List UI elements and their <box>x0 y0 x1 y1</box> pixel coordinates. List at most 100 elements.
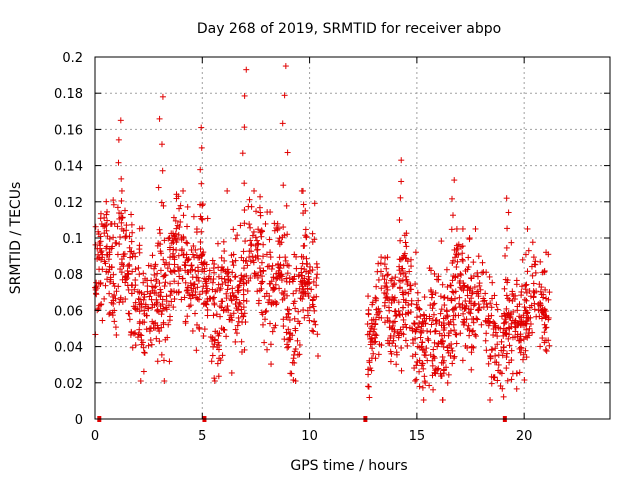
data-point <box>306 268 313 275</box>
data-point <box>97 215 104 222</box>
data-point <box>290 275 297 282</box>
data-point <box>491 292 498 299</box>
data-point <box>468 366 475 373</box>
data-point <box>367 341 374 348</box>
data-point <box>223 333 230 340</box>
data-point <box>259 279 266 286</box>
data-point <box>215 332 222 339</box>
data-point <box>101 295 108 302</box>
data-point <box>391 308 398 315</box>
data-point <box>161 272 168 279</box>
data-point <box>389 294 396 301</box>
data-point <box>409 327 416 334</box>
data-point <box>153 335 160 342</box>
data-point <box>184 289 191 296</box>
data-point <box>171 261 178 268</box>
data-point <box>451 254 458 261</box>
data-point <box>159 307 166 314</box>
data-point <box>440 327 447 334</box>
data-point <box>221 306 228 313</box>
data-point <box>149 283 156 290</box>
data-point <box>220 307 227 314</box>
data-point <box>313 275 320 282</box>
data-point <box>110 271 117 278</box>
data-point <box>136 271 143 278</box>
data-point <box>247 274 254 281</box>
data-point <box>158 351 165 358</box>
data-point <box>522 251 529 258</box>
data-point <box>118 175 125 182</box>
data-point <box>453 264 460 271</box>
data-point <box>276 273 283 280</box>
data-point <box>234 232 241 239</box>
data-point <box>464 344 471 351</box>
data-point <box>219 298 226 305</box>
data-point <box>241 180 248 187</box>
data-point <box>246 221 253 228</box>
data-point <box>170 232 177 239</box>
data-point <box>314 353 321 360</box>
data-point <box>201 265 208 272</box>
data-point <box>263 251 270 258</box>
data-point <box>467 310 474 317</box>
data-point <box>232 235 239 242</box>
data-point <box>160 256 167 263</box>
data-point <box>365 371 372 378</box>
data-point <box>392 274 399 281</box>
data-point <box>218 254 225 261</box>
data-point <box>170 214 177 221</box>
data-point <box>299 283 306 290</box>
data-point <box>220 238 227 245</box>
data-point <box>180 251 187 258</box>
data-point <box>173 239 180 246</box>
data-point <box>162 336 169 343</box>
data-point <box>525 247 532 254</box>
data-point <box>145 262 152 269</box>
data-point <box>175 267 182 274</box>
data-point <box>471 331 478 338</box>
data-point <box>196 291 203 298</box>
data-point <box>378 268 385 275</box>
data-point <box>119 214 126 221</box>
data-point <box>225 276 232 283</box>
data-point <box>432 289 439 296</box>
data-point <box>497 382 504 389</box>
data-point <box>384 314 391 321</box>
data-point <box>252 254 259 261</box>
data-point <box>292 305 299 312</box>
data-point <box>270 287 277 294</box>
data-point <box>283 329 290 336</box>
data-point <box>111 283 118 290</box>
data-point <box>189 274 196 281</box>
data-point <box>314 264 321 271</box>
data-point <box>501 312 508 319</box>
data-point <box>117 266 124 273</box>
data-point <box>494 333 501 340</box>
data-point <box>457 277 464 284</box>
data-point <box>415 297 422 304</box>
data-point <box>173 246 180 253</box>
data-point <box>373 283 380 290</box>
data-point <box>521 304 528 311</box>
data-point <box>193 347 200 354</box>
data-point <box>156 115 163 122</box>
data-point <box>122 296 129 303</box>
data-point <box>167 268 174 275</box>
data-point <box>412 249 419 256</box>
data-point <box>258 233 265 240</box>
data-point <box>248 248 255 255</box>
data-point <box>439 353 446 360</box>
data-point <box>524 334 531 341</box>
data-point <box>531 261 538 268</box>
data-point <box>378 254 385 261</box>
data-point <box>118 219 125 226</box>
data-point <box>268 361 275 368</box>
data-point <box>537 258 544 265</box>
data-point <box>414 343 421 350</box>
data-point <box>383 290 390 297</box>
data-point <box>290 290 297 297</box>
data-point <box>189 251 196 258</box>
data-point <box>215 339 222 346</box>
data-point <box>258 259 265 266</box>
data-point <box>285 314 292 321</box>
